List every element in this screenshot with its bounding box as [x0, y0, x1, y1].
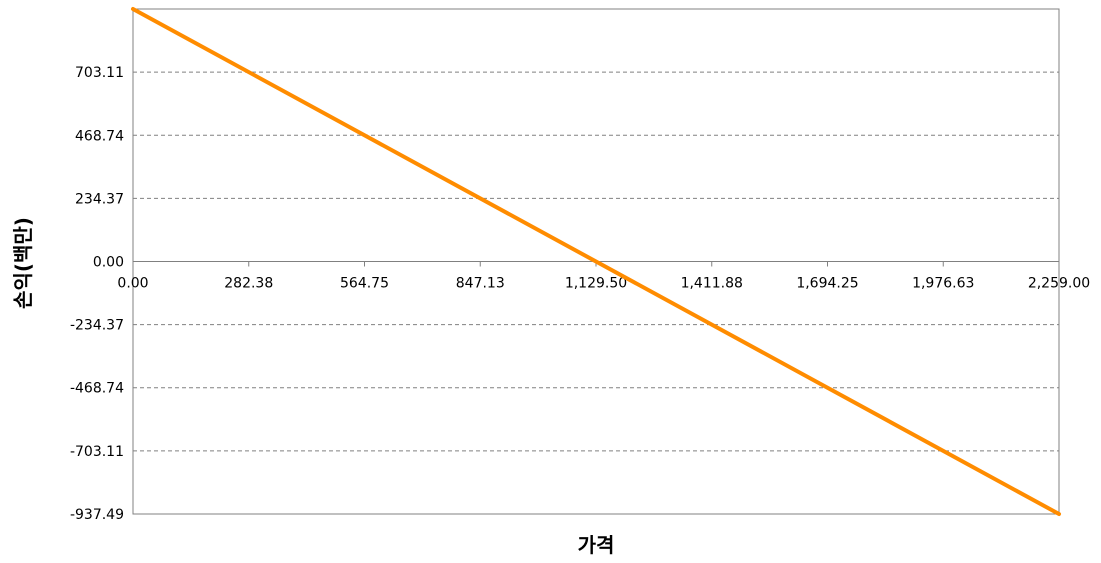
x-tick-label: 0.00 [117, 276, 148, 292]
y-tick-label: 468.74 [75, 128, 124, 144]
y-tick-label: -703.11 [70, 444, 124, 460]
x-tick-label: 1,129.50 [565, 276, 627, 292]
y-axis-tick-labels: 703.11 468.74 234.37 0.00 -234.37 -468.74 -703… [70, 65, 124, 523]
x-tick-label: 1,694.25 [796, 276, 858, 292]
x-tick-label: 1,976.63 [912, 276, 974, 292]
y-tick-label: -234.37 [70, 318, 124, 334]
x-tick-label: 1,411.88 [681, 276, 743, 292]
y-axis-title: 손익(백만) [11, 217, 35, 309]
profit-loss-line [131, 7, 1061, 516]
y-tick-label: 0.00 [93, 255, 124, 271]
x-axis-tick-labels: 0.00 282.38 564.75 847.13 1,129.50 1,411.88 1,… [117, 276, 1090, 292]
y-tick-label: -937.49 [70, 507, 124, 523]
y-tick-label: 234.37 [75, 191, 124, 207]
y-tick-label: 703.11 [75, 65, 124, 81]
x-tick-label: 564.75 [340, 276, 389, 292]
x-tick-label: 282.38 [224, 276, 273, 292]
x-tick-label: 847.13 [456, 276, 505, 292]
x-axis-title: 가격 [578, 533, 615, 557]
x-tick-label: 2,259.00 [1028, 276, 1090, 292]
series-layer [131, 7, 1061, 516]
y-tick-label: -468.74 [70, 381, 124, 397]
